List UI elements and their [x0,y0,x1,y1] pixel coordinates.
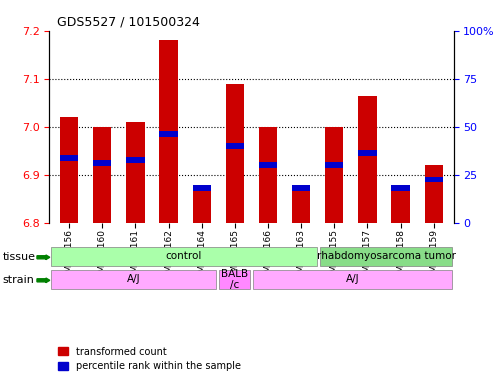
Text: A/J: A/J [346,274,359,285]
Bar [226,143,244,149]
Text: tissue: tissue [2,252,35,262]
Bar [358,96,377,223]
Bar [226,84,244,223]
Bar [259,162,277,168]
Bar [424,165,443,223]
Legend: transformed count, percentile rank within the sample: transformed count, percentile rank withi… [54,343,245,375]
Bar [325,127,344,223]
Bar [159,131,177,137]
Bar [193,185,211,190]
Bar [159,40,177,223]
Bar [292,185,310,190]
Text: control: control [166,251,202,262]
Bar [126,122,144,223]
Bar [126,157,144,163]
Bar [391,187,410,223]
FancyBboxPatch shape [51,247,317,266]
Text: strain: strain [2,275,35,285]
Bar [391,185,410,190]
Text: A/J: A/J [127,274,141,285]
Bar [325,162,344,168]
FancyBboxPatch shape [320,247,452,266]
FancyBboxPatch shape [219,270,250,289]
Text: BALB
/c: BALB /c [221,268,248,290]
Text: GDS5527 / 101500324: GDS5527 / 101500324 [57,15,200,28]
Bar [60,117,78,223]
FancyBboxPatch shape [51,270,216,289]
Bar [424,177,443,182]
FancyBboxPatch shape [253,270,452,289]
Bar [292,187,310,223]
Bar [93,160,111,166]
Bar [358,150,377,156]
Bar [93,127,111,223]
Bar [60,155,78,161]
Bar [193,187,211,223]
Text: rhabdomyosarcoma tumor: rhabdomyosarcoma tumor [317,251,456,262]
Bar [259,127,277,223]
